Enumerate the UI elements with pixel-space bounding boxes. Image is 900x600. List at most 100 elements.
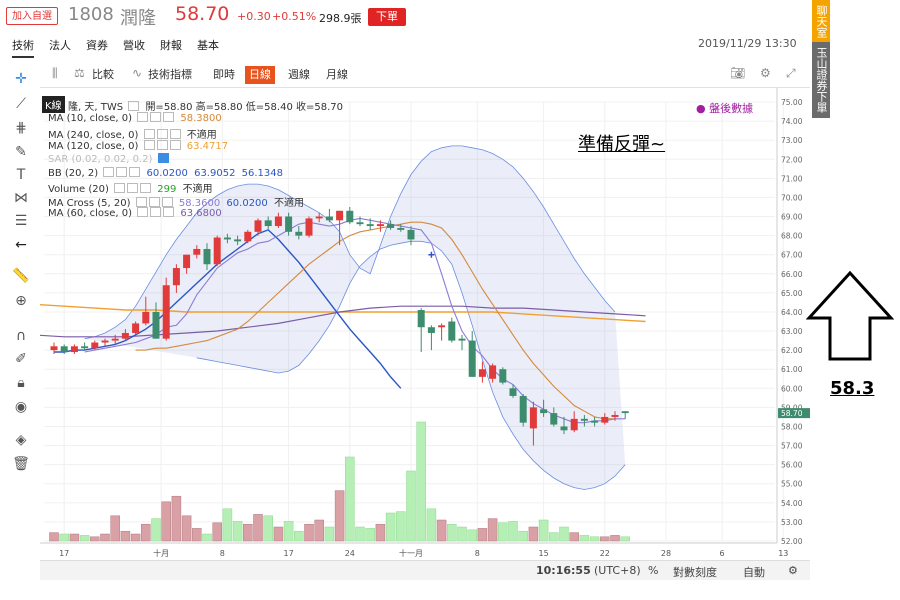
- fullscreen-icon[interactable]: ⤢: [786, 66, 796, 80]
- tab-basic[interactable]: 基本: [197, 39, 219, 52]
- broker-order-tab[interactable]: 玉山證券下單: [812, 42, 830, 118]
- compare-icon[interactable]: ⚖: [74, 66, 85, 80]
- brush-icon[interactable]: ✎: [15, 144, 27, 160]
- legend-gear-icon[interactable]: [150, 207, 162, 217]
- volume-bar: [151, 518, 161, 542]
- candle-body: [325, 216, 333, 221]
- realtime-button[interactable]: 即時: [213, 68, 235, 81]
- order-button[interactable]: 下單: [368, 8, 406, 26]
- legend-ma60[interactable]: MA (60, close, 0) 63.6800: [48, 207, 222, 219]
- legend-eye-icon[interactable]: [143, 129, 155, 139]
- legend-close-icon[interactable]: [129, 167, 141, 177]
- candle-style-icon[interactable]: ⫼: [52, 66, 58, 80]
- legend-eye-icon[interactable]: [137, 207, 149, 217]
- back-arrow-icon[interactable]: ←: [15, 237, 27, 253]
- monthly-button[interactable]: 月線: [326, 68, 348, 81]
- legend-volume[interactable]: Volume (20) 299 不適用: [48, 180, 213, 195]
- auto-scale-toggle[interactable]: 自動: [743, 566, 765, 579]
- legend-settings-icon[interactable]: [128, 101, 140, 111]
- tab-technical[interactable]: 技術: [12, 37, 34, 58]
- volume-bar: [620, 536, 630, 542]
- legend-eye-icon[interactable]: [103, 167, 115, 177]
- chat-room-tab[interactable]: 聊天室: [812, 0, 830, 42]
- pattern-icon[interactable]: ⋈: [14, 190, 28, 206]
- time-tick-label: 15: [539, 549, 549, 558]
- legend-gear-icon[interactable]: [156, 140, 168, 150]
- tab-financials[interactable]: 財報: [160, 39, 182, 52]
- trash-icon[interactable]: 🗑︎: [12, 456, 30, 472]
- status-gear-icon[interactable]: ⚙: [788, 564, 798, 577]
- legend-sar[interactable]: SAR (0.02, 0.02, 0.2): [48, 153, 169, 165]
- crosshair-icon[interactable]: ✛: [15, 71, 27, 87]
- compare-button[interactable]: 比較: [92, 68, 114, 81]
- indicators-button[interactable]: 技術指標: [148, 68, 192, 81]
- legend-close-icon[interactable]: [169, 140, 181, 150]
- legend-eye-icon[interactable]: [143, 140, 155, 150]
- target-price-annotation: 58.3: [830, 378, 875, 399]
- candle-body: [611, 415, 619, 417]
- legend-gear-icon[interactable]: [127, 183, 139, 193]
- legend-gear-icon[interactable]: [116, 167, 128, 177]
- legend-ma120[interactable]: MA (120, close, 0) 63.4717: [48, 140, 228, 152]
- legend-close-icon[interactable]: [163, 112, 175, 122]
- status-timezone[interactable]: (UTC+8): [594, 564, 641, 577]
- eye-icon[interactable]: ◉: [14, 399, 28, 415]
- lock-icon[interactable]: 🔒︎: [17, 375, 25, 391]
- trend-line-icon[interactable]: ⟋: [16, 96, 26, 112]
- volume-bar: [538, 519, 549, 542]
- legend-volume-ma: 不適用: [182, 184, 213, 195]
- magnet-icon[interactable]: ∩: [15, 328, 27, 344]
- tab-institutional[interactable]: 法人: [49, 39, 71, 52]
- legend-gear-icon[interactable]: [156, 129, 168, 139]
- candle-body: [223, 237, 231, 240]
- price-tick-label: 56.00: [781, 461, 803, 470]
- log-scale-toggle[interactable]: 對數刻度: [673, 566, 717, 579]
- time-tick-label: 十月: [153, 548, 169, 558]
- ruler-icon[interactable]: 📏: [12, 268, 30, 284]
- layers-icon[interactable]: ◈: [15, 432, 27, 448]
- legend-eye-icon[interactable]: [137, 112, 149, 122]
- daily-button[interactable]: 日線: [245, 66, 275, 84]
- legend-macross[interactable]: MA Cross (5, 20) 58.3600 60.0200 不適用: [48, 194, 304, 209]
- gear-icon[interactable]: ⚙: [760, 66, 771, 80]
- measure-icon[interactable]: ☰: [14, 213, 28, 229]
- kline-tag[interactable]: K線: [42, 96, 65, 113]
- add-watchlist-button[interactable]: 加入自選: [6, 7, 58, 25]
- text-tool-icon[interactable]: T: [16, 167, 26, 183]
- weekly-button[interactable]: 週線: [288, 68, 310, 81]
- legend-eye-icon[interactable]: [135, 197, 147, 207]
- legend-ma60-label: MA (60, close, 0): [48, 208, 133, 219]
- lock-drawing-icon[interactable]: ✐: [15, 351, 27, 367]
- legend-gear-icon[interactable]: [148, 197, 160, 207]
- legend-eye-icon[interactable]: [114, 183, 126, 193]
- legend-eye-off-icon[interactable]: [157, 153, 169, 163]
- volume-bar: [549, 532, 559, 542]
- volume-bar: [324, 526, 335, 542]
- indicator-icon[interactable]: ∿: [132, 66, 143, 80]
- tab-revenue[interactable]: 營收: [123, 39, 145, 52]
- legend-bb[interactable]: BB (20, 2) 60.0200 63.9052 56.1348: [48, 167, 283, 179]
- chart-status-bar: 10:16:55 (UTC+8) % 對數刻度 自動 ⚙: [40, 560, 810, 580]
- tab-margin[interactable]: 資券: [86, 39, 108, 52]
- moving-averages: [40, 217, 646, 424]
- legend-close-icon[interactable]: [140, 183, 152, 193]
- legend-gear-icon[interactable]: [150, 112, 162, 122]
- legend-ohlc: 開=58.80 高=58.80 低=58.40 收=58.70: [145, 102, 344, 113]
- legend-close-icon[interactable]: [169, 129, 181, 139]
- fib-tool-icon[interactable]: ⋕: [15, 120, 27, 136]
- volume-bars: [49, 421, 630, 542]
- candlestick-chart[interactable]: 75.00 74.00 73.00 72.00 71.00 70.00 69.00 68.00…: [40, 88, 810, 562]
- legend-close-icon[interactable]: [161, 197, 173, 207]
- candle-body: [315, 216, 323, 219]
- volume-bar: [59, 533, 69, 542]
- legend-ma10[interactable]: MA (10, close, 0) 58.3800: [48, 112, 222, 124]
- percent-scale-toggle[interactable]: %: [648, 564, 659, 577]
- bb-upper-line: [84, 145, 616, 340]
- camera-icon[interactable]: 📷︎: [730, 66, 746, 80]
- price-tick-label: 68.00: [781, 232, 803, 241]
- candle-body: [427, 327, 435, 333]
- legend-ma240[interactable]: MA (240, close, 0) 不適用: [48, 126, 217, 141]
- zoom-in-icon[interactable]: ⊕: [15, 293, 27, 309]
- legend-close-icon[interactable]: [163, 207, 175, 217]
- volume-bar: [457, 526, 467, 542]
